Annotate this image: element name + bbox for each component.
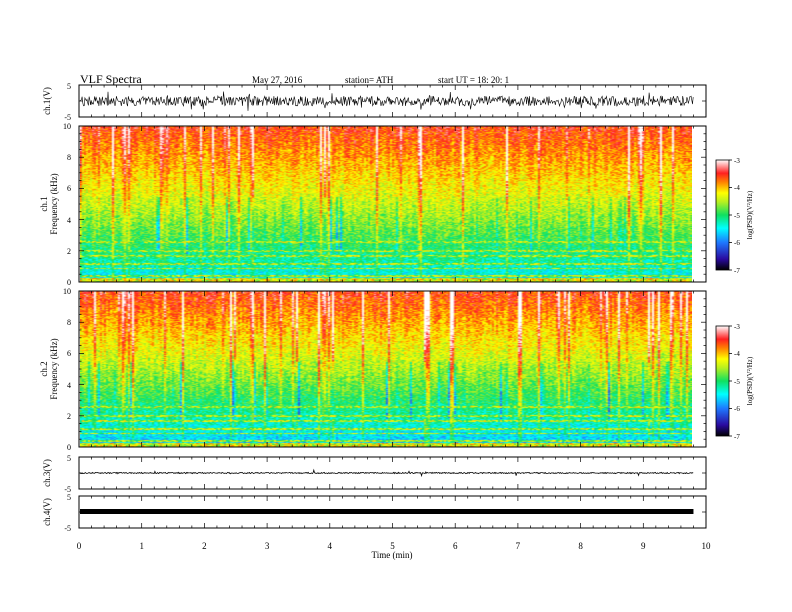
xtick-4: 4 (328, 541, 333, 551)
xtick-2: 2 (202, 541, 207, 551)
xtick-0: 0 (77, 541, 82, 551)
xtick-9: 9 (641, 541, 646, 551)
ch2-cb-tick-m6: -6 (734, 405, 740, 413)
panel-ticks (78, 84, 707, 529)
ch1-channel-label: ch.1 (39, 196, 49, 211)
ch1-freq-tick-8: 8 (67, 153, 71, 162)
ch2-cb-tick-m7: -7 (734, 433, 740, 441)
ch2-cb-tick-m4: -4 (734, 350, 740, 358)
ch1-colorbar-label: log(PSD)(V²/Hz) (746, 190, 754, 239)
ch3-waveform-ylabel: ch.3(V) (42, 459, 52, 487)
ch1-colorbar-gradient (715, 159, 730, 271)
ch1-freq-tick-6: 6 (67, 184, 71, 193)
ch2-channel-label: ch.2 (39, 361, 49, 376)
xtick-7: 7 (516, 541, 521, 551)
ch1-freq-tick-0: 0 (67, 278, 71, 287)
ch1-cb-tick-m6: -6 (734, 239, 740, 247)
ch2-freq-tick-4: 4 (67, 381, 71, 390)
ch2-colorbar: -3 -4 -5 -6 -7 log(PSD)(V²/Hz) (715, 323, 754, 441)
recording-date: May 27, 2016 (252, 75, 303, 85)
ch1-waveform-ylabel: ch.1(V) (42, 87, 52, 115)
ch2-colorbar-gradient (715, 325, 730, 437)
ch3-waveform-line (79, 468, 694, 478)
ch4-waveform-band (80, 509, 694, 514)
ch1-cb-tick-m5: -5 (734, 212, 740, 220)
ch4-waveform-ylabel: ch.4(V) (42, 498, 52, 526)
ch1-ytick-top: 5 (67, 82, 71, 91)
ch3-ytick-bottom: -5 (64, 485, 71, 494)
ch2-freq-tick-6: 6 (67, 349, 71, 358)
x-axis-label: Time (min) (372, 550, 413, 560)
xtick-5: 5 (390, 541, 395, 551)
ch1-ytick-bottom: -5 (64, 113, 71, 122)
ch2-freq-tick-8: 8 (67, 318, 71, 327)
chart-title: VLF Spectra (80, 72, 142, 86)
xtick-1: 1 (139, 541, 144, 551)
ch1-spectrogram-image (80, 126, 692, 282)
ch1-cb-tick-m4: -4 (734, 184, 740, 192)
ch2-spectrogram (80, 291, 692, 447)
ch1-spectrogram (80, 126, 692, 282)
ch1-freq-tick-4: 4 (67, 216, 71, 225)
ch4-ytick-bottom: -5 (64, 524, 71, 533)
ch1-freq-tick-10: 10 (63, 122, 71, 131)
start-time: start UT = 18: 20: 1 (438, 75, 510, 85)
ch2-spectrogram-image (80, 291, 692, 447)
station-name: station= ATH (345, 75, 394, 85)
ch2-frequency-ylabel: Frequency (kHz) (49, 338, 59, 399)
ch1-frequency-ylabel: Frequency (kHz) (49, 173, 59, 234)
ch2-freq-tick-2: 2 (67, 412, 71, 421)
ch2-colorbar-label: log(PSD)(V²/Hz) (746, 356, 754, 405)
ch1-cb-tick-m3: -3 (734, 157, 740, 165)
ch2-cb-tick-m3: -3 (734, 323, 740, 331)
ch4-ytick-top: 5 (67, 493, 71, 502)
ch1-colorbar: -3 -4 -5 -6 -7 log(PSD)(V²/Hz) (715, 157, 754, 275)
ch1-waveform-line (79, 91, 694, 111)
xtick-3: 3 (265, 541, 270, 551)
ch2-freq-tick-10: 10 (63, 287, 71, 296)
xtick-8: 8 (578, 541, 583, 551)
xtick-10: 10 (702, 541, 712, 551)
ch3-ytick-top: 5 (67, 454, 71, 463)
ch1-cb-tick-m7: -7 (734, 267, 740, 275)
ch2-cb-tick-m5: -5 (734, 378, 740, 386)
ch2-freq-tick-0: 0 (67, 443, 71, 452)
xtick-6: 6 (453, 541, 458, 551)
ch1-freq-tick-2: 2 (67, 247, 71, 256)
